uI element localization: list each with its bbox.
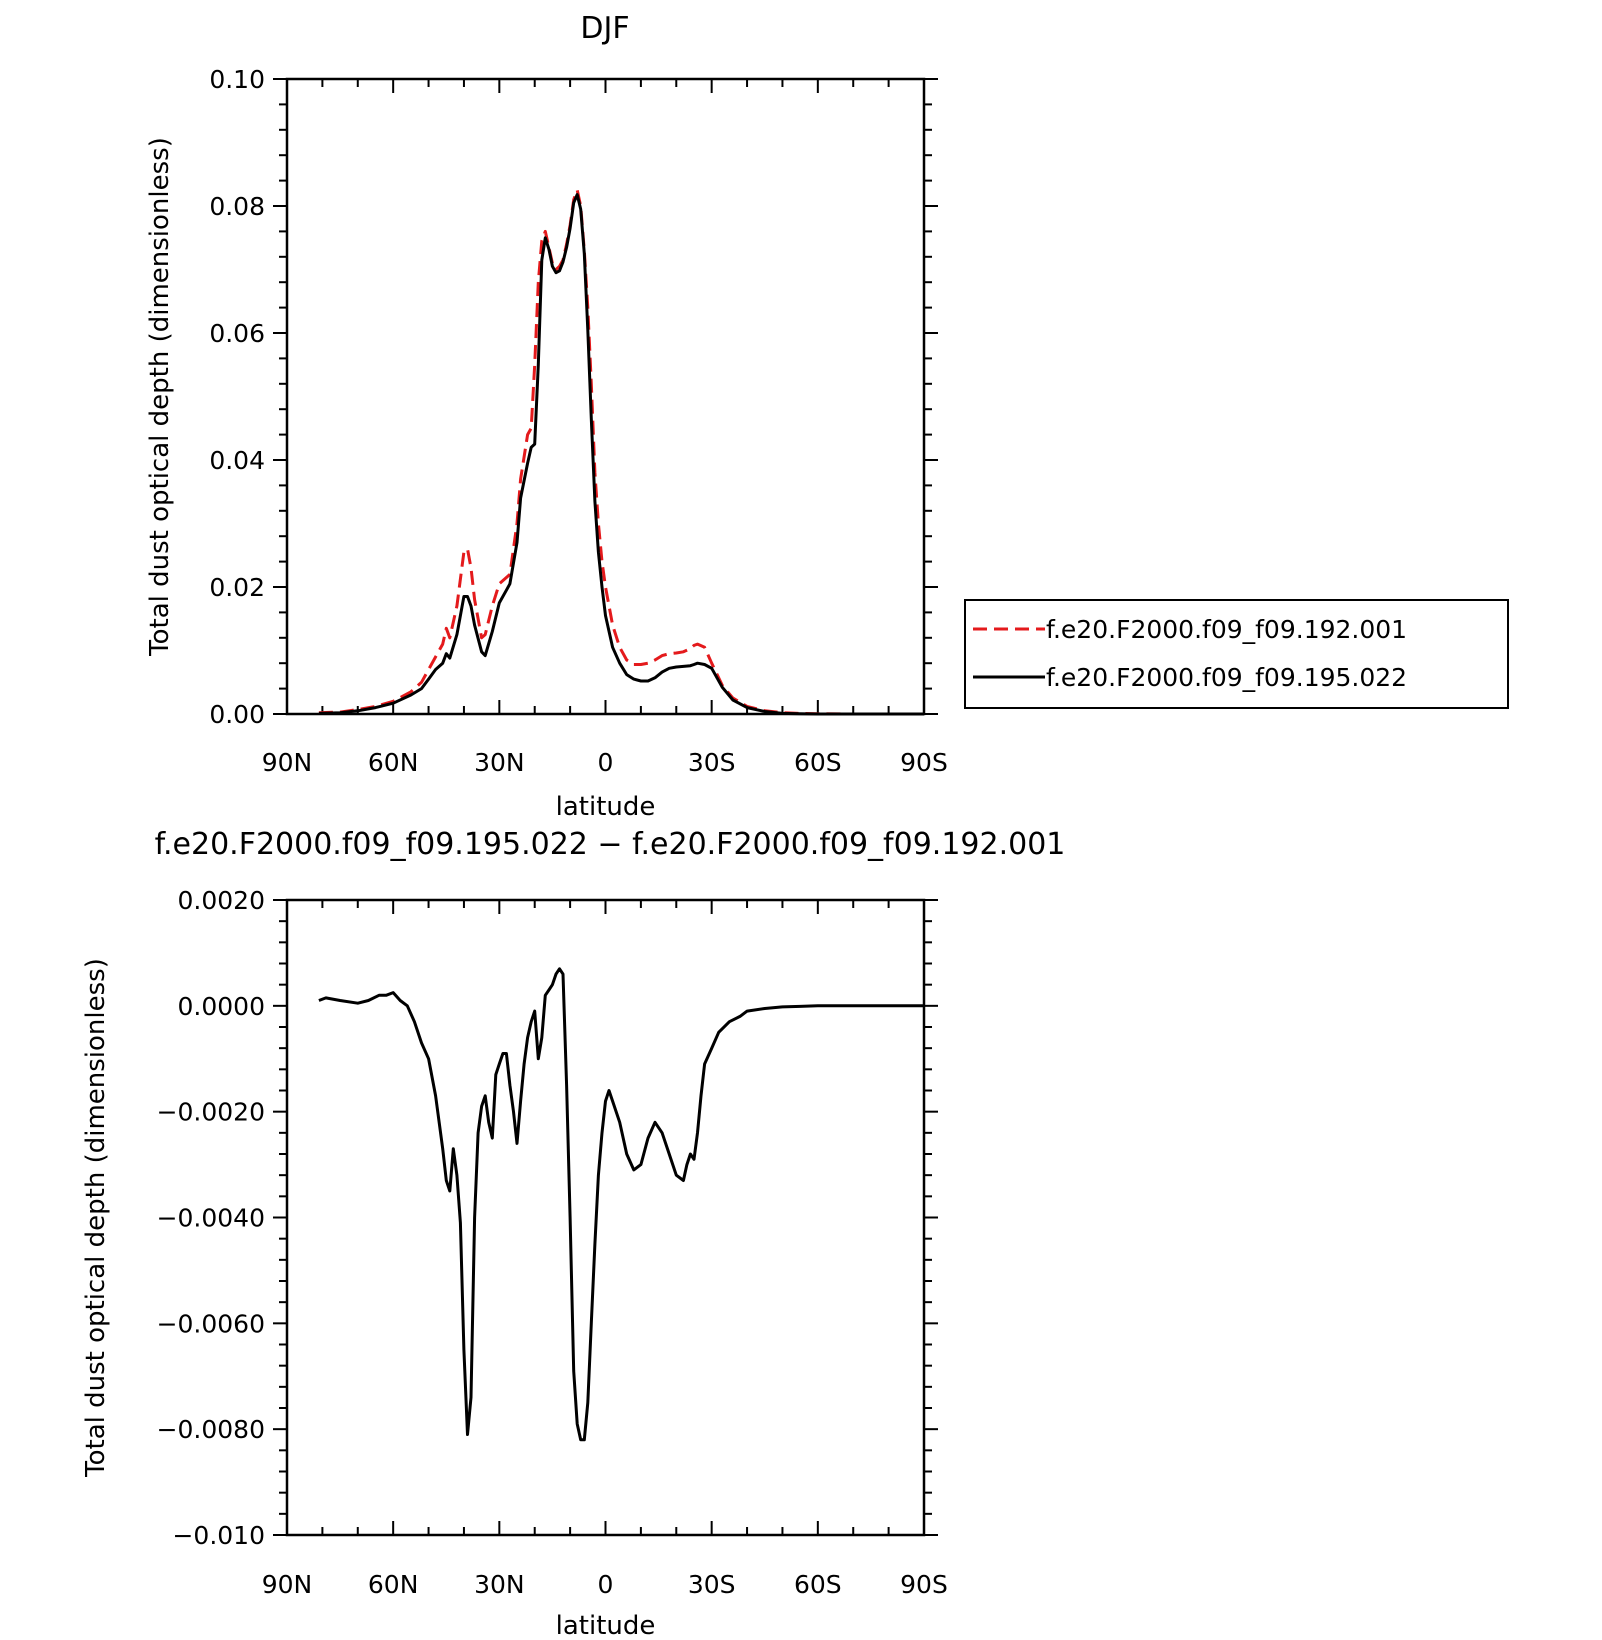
x-tick-label: 30N — [474, 748, 525, 777]
y-tick-label: 0.06 — [209, 319, 265, 348]
x-tick-label: 30S — [688, 1570, 736, 1599]
x-axis-label: latitude — [556, 1611, 656, 1635]
x-tick-label: 60N — [368, 1570, 419, 1599]
y-tick-label: 0.0020 — [178, 886, 265, 915]
y-tick-label: 0.04 — [209, 446, 265, 475]
y-tick-label: 0.00 — [209, 700, 265, 729]
x-tick-label: 90S — [900, 748, 948, 777]
y-axis-label: Total dust optical depth (dimensionless) — [145, 137, 175, 657]
chart-title: DJF — [580, 11, 629, 46]
x-tick-label: 60S — [794, 1570, 842, 1599]
series-line-2 — [318, 193, 924, 716]
x-tick-label: 0 — [598, 748, 614, 777]
x-tick-label: 90N — [262, 1570, 313, 1599]
y-tick-label: 0.08 — [209, 192, 265, 221]
x-axis-label: latitude — [556, 792, 656, 822]
y-tick-label: −0.010 — [172, 1521, 265, 1550]
legend-box — [964, 599, 1509, 709]
x-tick-label: 60S — [794, 748, 842, 777]
y-tick-label: 0.02 — [209, 573, 265, 602]
x-tick-label: 30N — [474, 1570, 525, 1599]
y-tick-label: −0.0020 — [157, 1098, 265, 1127]
y-tick-label: −0.0060 — [157, 1309, 265, 1338]
legend-label-1: f.e20.F2000.f09_f09.192.001 — [1046, 615, 1407, 644]
legend-label-2: f.e20.F2000.f09_f09.195.022 — [1046, 663, 1407, 692]
y-tick-label: 0.0000 — [178, 992, 265, 1021]
series-line-1 — [318, 188, 924, 716]
x-tick-label: 0 — [598, 1570, 614, 1599]
y-tick-label: −0.0080 — [157, 1415, 265, 1444]
series-line-1 — [318, 967, 924, 1442]
x-tick-label: 90S — [900, 1570, 948, 1599]
y-tick-label: 0.10 — [209, 65, 265, 94]
x-tick-label: 30S — [688, 748, 736, 777]
x-tick-label: 60N — [368, 748, 419, 777]
chart-title: f.e20.F2000.f09_f09.195.022 − f.e20.F200… — [155, 827, 1066, 862]
y-axis-label: Total dust optical depth (dimensionless) — [81, 958, 111, 1478]
y-tick-label: −0.0040 — [157, 1204, 265, 1233]
x-tick-label: 90N — [262, 748, 313, 777]
